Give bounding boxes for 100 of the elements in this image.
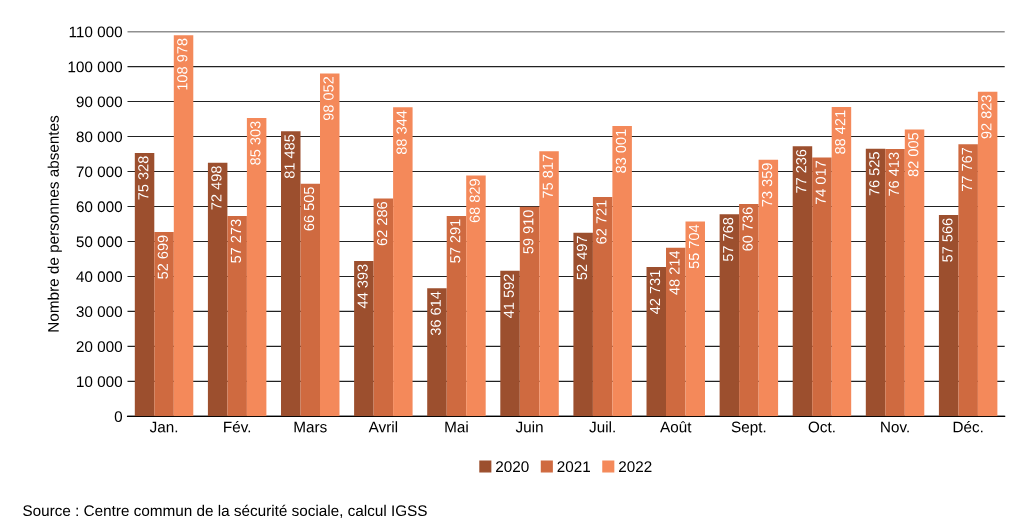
bar (758, 159, 779, 417)
x-tick-label: Mars (294, 421, 327, 433)
bar (958, 144, 978, 417)
x-tick-label: Oct. (808, 421, 835, 433)
data-label: 57 566 (942, 218, 953, 262)
data-label: 85 303 (250, 121, 261, 165)
data-label: 42 731 (649, 270, 661, 314)
bar (612, 126, 632, 417)
data-label: 55 704 (688, 224, 700, 269)
bar (792, 146, 813, 417)
bar (685, 221, 705, 417)
data-label: 75 328 (138, 156, 149, 200)
bar (739, 203, 759, 417)
bar (977, 91, 998, 417)
bar (300, 183, 320, 417)
data-label: 82 005 (908, 132, 919, 177)
data-label: 77 767 (961, 147, 973, 191)
data-label: 60 736 (742, 207, 753, 251)
data-label: 83 001 (615, 129, 627, 173)
bar (885, 149, 905, 417)
bar (134, 152, 155, 417)
y-tick-label: 30 000 (76, 306, 123, 318)
y-tick-label: 110 000 (69, 26, 123, 38)
bar (831, 107, 852, 417)
x-tick-label: Avril (368, 421, 398, 433)
y-tick-label: 10 000 (77, 376, 123, 388)
bar (320, 73, 340, 417)
data-label: 52 497 (576, 236, 588, 280)
y-tick-label: 80 000 (76, 131, 123, 143)
data-label: 57 273 (230, 219, 242, 263)
x-tick-label: Juin (515, 421, 543, 433)
x-tick-label: Juil. (589, 421, 615, 433)
data-label: 81 485 (284, 134, 295, 179)
bar (393, 107, 413, 417)
bar (904, 129, 925, 417)
bar (500, 270, 520, 417)
data-label: 72 498 (211, 166, 222, 210)
bar (427, 288, 447, 417)
legend-label: 2020 (496, 461, 529, 473)
bar (354, 261, 374, 417)
data-label: 57 291 (450, 219, 461, 263)
data-label: 68 829 (469, 179, 480, 223)
data-label: 92 823 (981, 95, 992, 139)
y-tick-label: 60 000 (76, 201, 123, 213)
data-label: 41 592 (503, 274, 514, 318)
x-tick-label: Jan. (149, 421, 178, 433)
data-label: 76 413 (888, 152, 899, 196)
bar (227, 216, 247, 417)
x-tick-label: Août (660, 421, 692, 433)
legend-label: 2022 (619, 461, 652, 473)
bar (466, 175, 486, 417)
x-tick-label: Déc. (953, 421, 983, 433)
data-label: 62 286 (376, 201, 388, 246)
x-tick-label: Fév. (224, 421, 251, 433)
bar (446, 215, 467, 417)
data-label: 98 052 (323, 76, 334, 121)
bar (865, 148, 886, 417)
data-label: 36 614 (430, 291, 441, 336)
y-tick-label: 100 000 (68, 61, 123, 73)
data-label: 77 236 (796, 149, 807, 193)
bar (812, 157, 832, 417)
bar (519, 206, 540, 417)
y-tick-label: 0 (114, 411, 123, 423)
data-label: 59 910 (523, 210, 534, 254)
bar (592, 196, 613, 417)
y-tick-label: 20 000 (76, 341, 123, 353)
source-note: Source : Centre commun de la sécurité sociale, calcul IGSS (23, 504, 427, 518)
x-tick-label: Mai (445, 421, 468, 433)
y-tick-label: 90 000 (76, 96, 123, 108)
y-tick-label: 70 000 (76, 166, 123, 178)
data-label: 44 393 (357, 264, 368, 309)
bar (281, 131, 301, 417)
data-label: 62 721 (596, 200, 607, 244)
data-label: 48 214 (669, 250, 680, 295)
x-tick-label: Sept. (731, 421, 766, 436)
data-label: 108 978 (177, 38, 188, 90)
data-label: 88 421 (835, 110, 846, 154)
bar (539, 151, 559, 417)
data-label: 52 699 (157, 235, 168, 279)
data-label: 74 017 (815, 160, 826, 205)
bar (938, 215, 959, 417)
bar (666, 247, 686, 417)
bar (154, 232, 174, 417)
y-axis-title: Nombre de personnes absentes (47, 115, 62, 332)
data-label: 73 359 (761, 163, 773, 207)
y-tick-label: 50 000 (76, 236, 123, 248)
bar (246, 117, 267, 417)
data-label: 76 525 (869, 152, 880, 196)
data-label: 88 344 (396, 110, 407, 155)
bar (207, 162, 228, 417)
y-tick-label: 40 000 (76, 271, 123, 283)
data-label: 57 768 (722, 217, 734, 262)
bar (173, 35, 194, 417)
bar (646, 266, 666, 417)
bar (573, 232, 593, 417)
bar (719, 214, 740, 417)
data-label: 75 817 (542, 154, 553, 198)
bar (373, 198, 394, 417)
data-label: 66 505 (303, 187, 315, 231)
x-tick-label: Nov. (881, 421, 909, 433)
